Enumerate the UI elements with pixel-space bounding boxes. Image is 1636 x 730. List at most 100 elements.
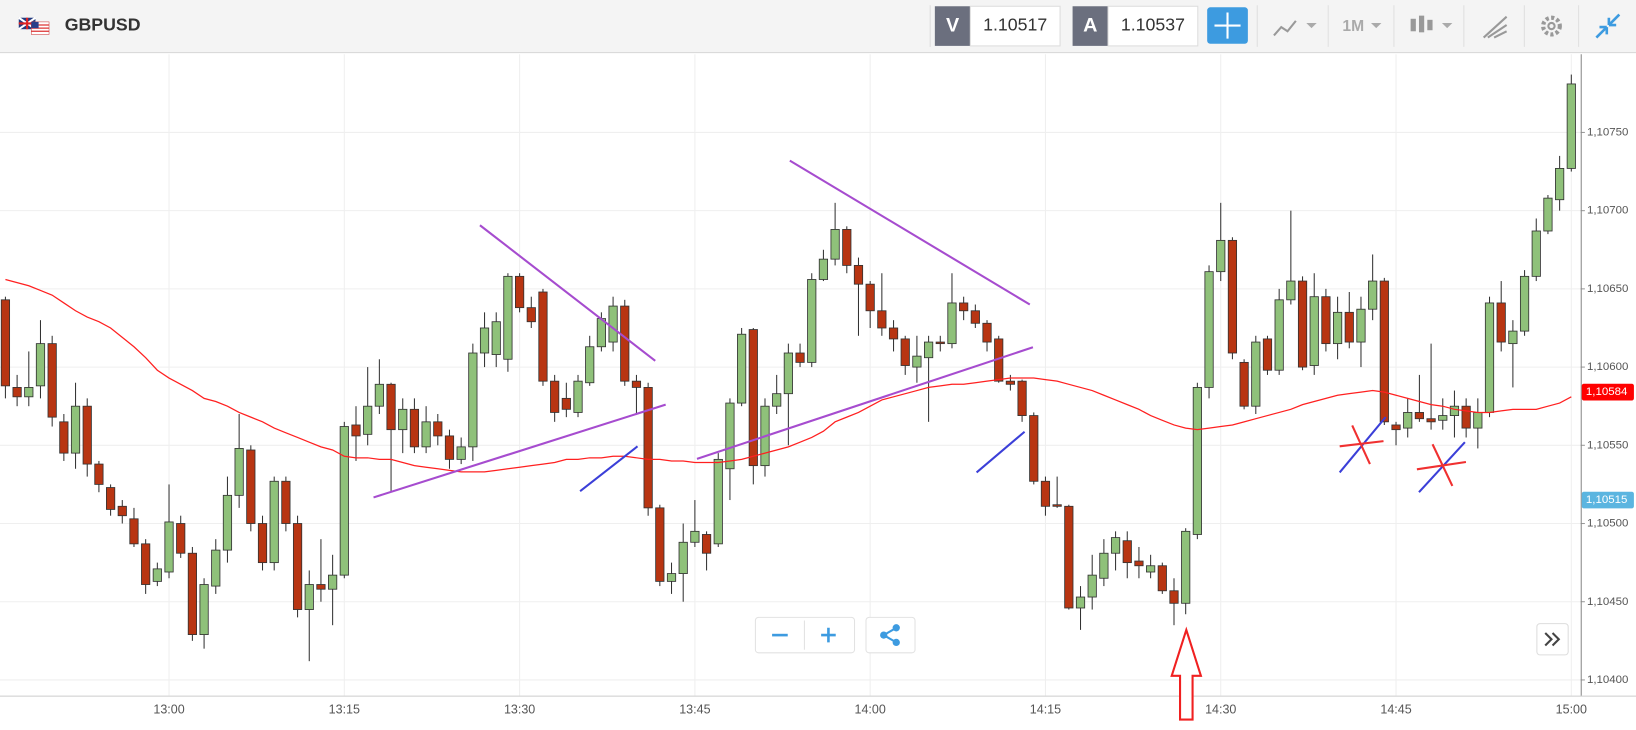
candle-body [935, 341, 945, 345]
ask-button[interactable] [1072, 6, 1109, 46]
candle-body [1403, 412, 1413, 429]
candle-body [1099, 552, 1109, 579]
candle-body [678, 541, 688, 574]
bid-box [969, 5, 1061, 47]
x-tick-label: 14:00 [855, 702, 886, 716]
candle-body [1449, 405, 1460, 416]
symbol: GBPUSD [65, 15, 141, 35]
price-tag [1581, 491, 1634, 509]
candle-body [1181, 530, 1191, 604]
candle-body [1414, 412, 1424, 420]
candle-body [12, 387, 22, 398]
candle-body [865, 283, 875, 312]
candle-body [339, 426, 349, 576]
candle-body [550, 380, 560, 413]
candle-body [725, 402, 735, 470]
x-tick-label: 13:30 [504, 702, 535, 716]
zoom-in[interactable] [821, 627, 836, 643]
candle-body [106, 487, 116, 510]
candle-body [737, 333, 747, 404]
x-tick-label: 13:00 [153, 702, 184, 716]
separator [929, 5, 931, 47]
candle-body [152, 568, 162, 582]
candle-body [912, 355, 922, 368]
candle-body [631, 380, 642, 388]
candle-body [1169, 590, 1179, 604]
ask-box [1107, 5, 1199, 47]
drawings [373, 159, 1467, 721]
candle-body [70, 405, 81, 454]
candle-body [1204, 271, 1214, 388]
candle-body [888, 327, 899, 340]
candle-body [1052, 504, 1062, 507]
timeframe[interactable]: 1M [1342, 18, 1364, 35]
candle-body [211, 549, 221, 587]
candle-body [1391, 424, 1401, 431]
candle-body [515, 275, 525, 309]
candle-body [947, 302, 957, 345]
candle-body [853, 264, 864, 285]
candle-body [1508, 330, 1518, 345]
candle-body [1227, 239, 1238, 354]
candle-body [830, 229, 840, 260]
candle-body [1017, 380, 1027, 416]
candle-body [421, 421, 431, 448]
candle-body [1005, 380, 1015, 385]
bid-button[interactable] [934, 6, 971, 46]
candle-body [1087, 574, 1097, 598]
candle-body [807, 279, 817, 363]
candle-body [328, 574, 338, 590]
y-tick-label: 1,10600 [1587, 361, 1628, 373]
candle-body [234, 448, 244, 496]
candle-body [0, 299, 11, 387]
candle-body [164, 521, 174, 573]
x-tick-label: 15:00 [1556, 702, 1587, 716]
y-tick-label: 1,10650 [1587, 283, 1628, 295]
candle-body [257, 523, 268, 564]
candle-body [199, 584, 209, 635]
candle-body [1321, 296, 1331, 345]
candle-body [456, 446, 466, 460]
candle-body [468, 352, 478, 448]
candle-body [479, 327, 490, 354]
candle-body [491, 321, 501, 355]
y-tick-label: 1,10400 [1587, 674, 1628, 686]
candle-body [1379, 280, 1389, 423]
candle-body [1438, 415, 1448, 421]
candle-body [900, 338, 910, 366]
candle-body [690, 530, 700, 543]
moving-average [5, 278, 1572, 473]
candle-body [924, 341, 934, 359]
candle-body [1555, 168, 1565, 201]
candle-body [1426, 418, 1436, 423]
y-tick-label: 1,10500 [1587, 518, 1628, 530]
candle-body [772, 393, 782, 407]
zoom-controls [754, 616, 916, 654]
price-tag-label: 1,10515 [1586, 494, 1627, 506]
candle-body [1192, 387, 1202, 535]
candle-body [585, 346, 595, 384]
candle-body [795, 352, 805, 363]
candle-body [982, 322, 992, 343]
candle-body [1461, 405, 1471, 429]
candle-body [117, 505, 127, 517]
y-tick-label: 1,10700 [1587, 205, 1628, 217]
share-button[interactable] [865, 616, 916, 654]
y-tick-label: 1,10450 [1587, 596, 1628, 608]
candle-body [1496, 302, 1506, 343]
candle-body [1519, 275, 1530, 332]
y-tick-label: 1,10550 [1587, 439, 1628, 451]
candle-body [1239, 361, 1249, 407]
candle-body [1368, 280, 1378, 310]
candle-body [842, 229, 852, 266]
candle-body [1029, 415, 1039, 482]
candle-body [561, 397, 571, 410]
candle-body [748, 329, 758, 467]
candle-body [1110, 537, 1121, 554]
candle-body [1157, 565, 1167, 592]
candle-body [526, 307, 536, 323]
candle-body [176, 523, 186, 554]
candle-body [713, 458, 723, 545]
candle-body [1134, 560, 1144, 567]
